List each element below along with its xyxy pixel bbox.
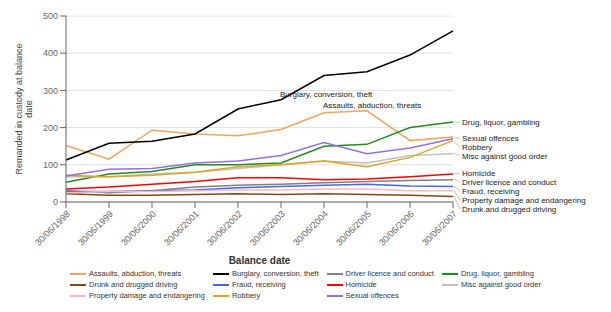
html-text:Driver licence and conduct: Driver licence and conduct <box>345 269 434 278</box>
svg-text:30/06/2005: 30/06/2005 <box>334 209 373 248</box>
html-text:Balance date: Balance date <box>228 255 291 266</box>
html-text:Property damage and endangerin: Property damage and endangering <box>89 291 205 300</box>
svg-text:30/06/2003: 30/06/2003 <box>248 209 287 248</box>
svg-text:30/06/1999: 30/06/1999 <box>76 209 115 248</box>
svg-text:Burglary, conversion, theft: Burglary, conversion, theft <box>280 90 373 99</box>
html-text:Burglary, conversion, theft: Burglary, conversion, theft <box>232 269 319 278</box>
svg-text:Sexual offences: Sexual offences <box>462 134 519 143</box>
svg-text:30/06/2001: 30/06/2001 <box>162 209 201 248</box>
svg-text:30/06/2000: 30/06/2000 <box>119 209 158 248</box>
svg-text:100: 100 <box>43 160 58 170</box>
html-text:Misc against good order: Misc against good order <box>460 280 541 289</box>
svg-text:Drug, liquor, gambling: Drug, liquor, gambling <box>462 118 540 127</box>
svg-text:Drunk and drugged driving: Drunk and drugged driving <box>462 205 556 214</box>
html-text:Homicide: Homicide <box>345 280 377 289</box>
svg-text:Remanded in custody at balance: Remanded in custody at balancedate <box>14 43 34 174</box>
svg-text:30/06/2004: 30/06/2004 <box>291 209 330 248</box>
svg-text:200: 200 <box>43 123 58 133</box>
svg-text:30/06/2002: 30/06/2002 <box>205 209 244 248</box>
svg-text:400: 400 <box>43 48 58 58</box>
html-text:Robbery: Robbery <box>232 291 261 300</box>
svg-text:Homicide: Homicide <box>462 169 496 178</box>
svg-text:Fraud, receiving: Fraud, receiving <box>462 187 519 196</box>
html-text:Drug, liquor, gambling: Drug, liquor, gambling <box>460 269 534 278</box>
html-text:Assaults, abduction, threats: Assaults, abduction, threats <box>89 269 182 278</box>
html-text:Sexual offences: Sexual offences <box>345 291 399 300</box>
svg-text:500: 500 <box>43 11 58 21</box>
html-text:Fraud, receiving: Fraud, receiving <box>232 280 286 289</box>
svg-text:0: 0 <box>53 197 58 207</box>
svg-text:Misc against good order: Misc against good order <box>462 152 548 161</box>
svg-text:Driver licence and conduct: Driver licence and conduct <box>462 178 557 187</box>
svg-text:30/06/2007: 30/06/2007 <box>420 209 459 248</box>
svg-text:30/06/2006: 30/06/2006 <box>377 209 416 248</box>
svg-text:300: 300 <box>43 86 58 96</box>
svg-text:Robbery: Robbery <box>462 143 492 152</box>
html-text:Drunk and drugged driving: Drunk and drugged driving <box>89 280 178 289</box>
svg-text:Assaults, abduction, threats: Assaults, abduction, threats <box>323 101 421 110</box>
svg-text:30/06/1998: 30/06/1998 <box>33 209 72 248</box>
svg-text:Property damage and endangerin: Property damage and endangering <box>462 196 586 205</box>
